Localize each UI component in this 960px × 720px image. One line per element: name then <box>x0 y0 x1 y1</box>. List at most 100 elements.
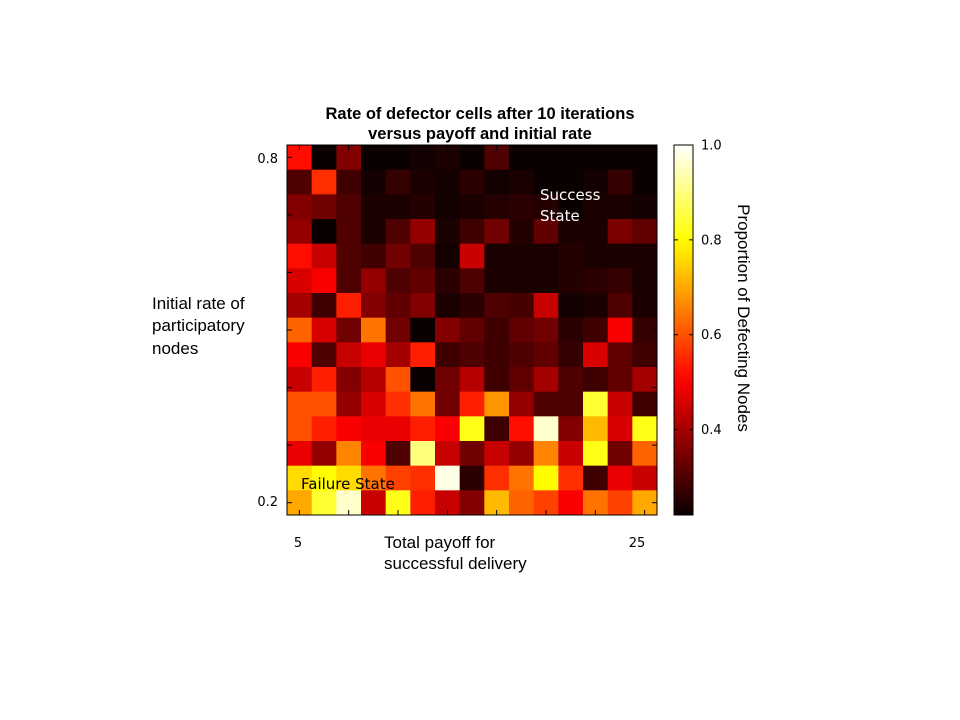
heatmap-cell <box>459 367 485 393</box>
heatmap-cell <box>558 490 584 516</box>
heatmap-cell <box>509 219 535 245</box>
heatmap-cell <box>583 219 609 245</box>
heatmap-cell <box>459 441 485 467</box>
heatmap-cell <box>435 441 461 467</box>
heatmap-cell <box>361 268 387 294</box>
heatmap-cell <box>484 342 510 368</box>
heatmap-cell <box>583 367 609 393</box>
heatmap-cell <box>558 391 584 417</box>
heatmap-cell <box>459 169 485 195</box>
heatmap-cell <box>509 416 535 442</box>
heatmap-cell <box>361 219 387 245</box>
heatmap-cell <box>311 293 337 319</box>
heatmap-cell <box>583 268 609 294</box>
heatmap-cell <box>385 391 411 417</box>
heatmap-cell <box>459 219 485 245</box>
heatmap-cell <box>336 367 362 393</box>
heatmap-cell <box>459 268 485 294</box>
heatmap-cell <box>583 465 609 491</box>
heatmap-cell <box>410 391 436 417</box>
heatmap-cell <box>336 416 362 442</box>
x-axis-label-line-2: successful delivery <box>384 554 527 573</box>
heatmap-cell <box>361 490 387 516</box>
heatmap-cell <box>558 243 584 269</box>
heatmap-cell <box>459 490 485 516</box>
heatmap-cell <box>533 268 559 294</box>
heatmap-cell <box>558 293 584 319</box>
heatmap-cell <box>607 219 633 245</box>
heatmap-cell <box>607 243 633 269</box>
heatmap-cell <box>385 268 411 294</box>
heatmap-cell <box>484 194 510 220</box>
heatmap-cell <box>435 391 461 417</box>
heatmap-cell <box>484 219 510 245</box>
heatmap-cell <box>509 145 535 171</box>
heatmap-cell <box>632 391 658 417</box>
heatmap-cell <box>459 243 485 269</box>
heatmap-cell <box>311 465 337 491</box>
heatmap-cell <box>583 194 609 220</box>
heatmap-cell <box>287 342 313 368</box>
heatmap-cell <box>484 317 510 343</box>
heatmap-cell <box>509 441 535 467</box>
heatmap-cell <box>410 490 436 516</box>
heatmap-cell <box>361 169 387 195</box>
heatmap-cell <box>385 194 411 220</box>
heatmap-cell <box>311 416 337 442</box>
heatmap-cell <box>583 342 609 368</box>
heatmap-cell <box>459 391 485 417</box>
heatmap-cell <box>361 243 387 269</box>
heatmap-cell <box>607 268 633 294</box>
heatmap-cell <box>607 342 633 368</box>
heatmap-cell <box>558 416 584 442</box>
heatmap-cell <box>509 268 535 294</box>
heatmap-cell <box>311 441 337 467</box>
heatmap-cell <box>533 317 559 343</box>
heatmap-cell <box>435 293 461 319</box>
heatmap-cell <box>311 317 337 343</box>
heatmap-cell <box>484 416 510 442</box>
heatmap-cell <box>558 342 584 368</box>
heatmap-cell <box>583 441 609 467</box>
heatmap-cell <box>533 243 559 269</box>
heatmap-cell <box>311 194 337 220</box>
heatmap-cell <box>607 317 633 343</box>
heatmap-cell <box>509 391 535 417</box>
heatmap-cell <box>287 194 313 220</box>
chart-title-line-2: versus payoff and initial rate <box>368 125 592 143</box>
heatmap-cell <box>435 268 461 294</box>
heatmap-cell <box>311 219 337 245</box>
heatmap-cell <box>435 367 461 393</box>
heatmap-cell <box>459 416 485 442</box>
heatmap-cell <box>410 169 436 195</box>
heatmap-cell <box>632 169 658 195</box>
heatmap-cell <box>632 416 658 442</box>
heatmap-cell <box>287 367 313 393</box>
heatmap-cell <box>385 441 411 467</box>
x-axis-label-line-1: Total payoff for <box>384 533 496 552</box>
heatmap-cell <box>336 268 362 294</box>
heatmap-cell <box>410 194 436 220</box>
success-state-annotation-line-1: Success <box>540 186 601 204</box>
heatmap-cell <box>607 194 633 220</box>
heatmap-cell <box>410 293 436 319</box>
heatmap-cell <box>509 169 535 195</box>
heatmap-cell <box>311 391 337 417</box>
heatmap-cell <box>287 465 313 491</box>
heatmap-cell <box>311 169 337 195</box>
heatmap-cell <box>361 367 387 393</box>
heatmap-cell <box>410 416 436 442</box>
heatmap-cell <box>632 194 658 220</box>
y-tick-label-0.8: 0.8 <box>257 152 278 167</box>
y-axis-ticks <box>287 156 657 504</box>
heatmap-cell <box>385 243 411 269</box>
heatmap-cell <box>385 367 411 393</box>
colorbar-tick-label: 1.0 <box>701 139 722 154</box>
y-axis-label-line-1: Initial rate of <box>152 294 245 313</box>
heatmap-cell <box>435 465 461 491</box>
heatmap-cell <box>435 194 461 220</box>
heatmap-cell <box>558 465 584 491</box>
heatmap-cell <box>311 490 337 516</box>
heatmap-cell <box>410 342 436 368</box>
heatmap-cell <box>336 317 362 343</box>
